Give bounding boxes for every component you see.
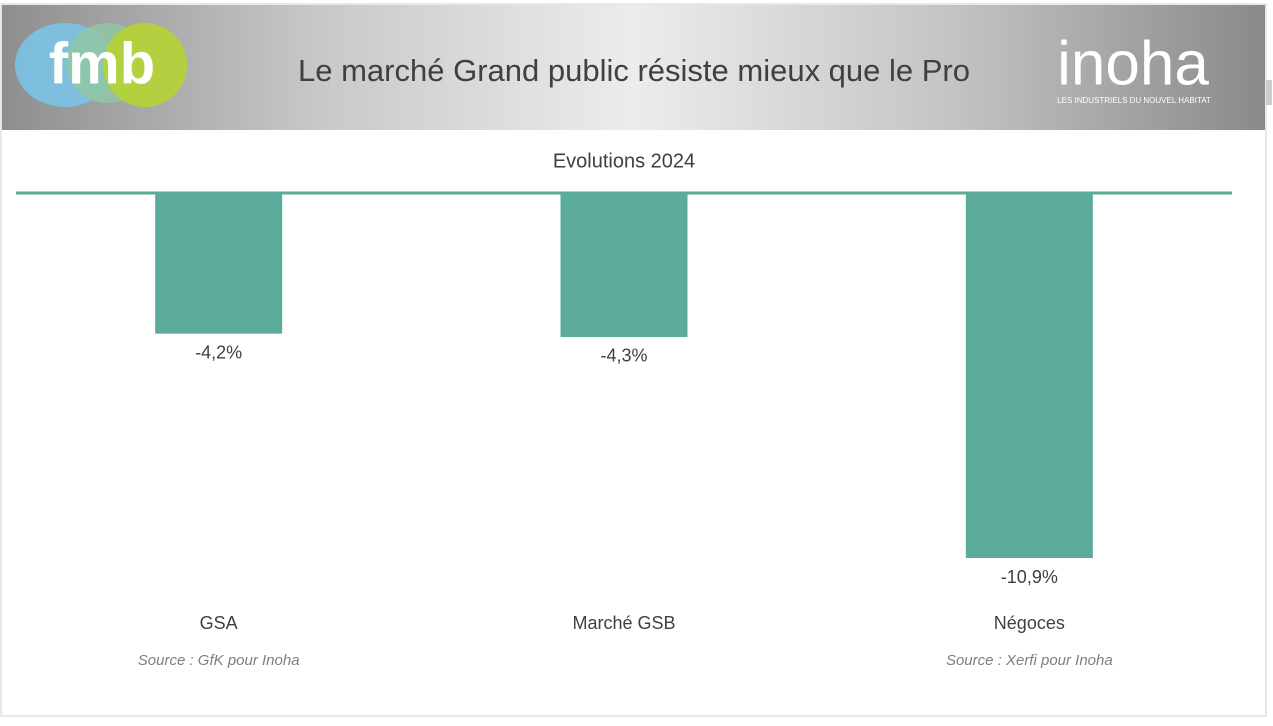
bar [155,193,283,334]
header-band [2,5,1265,130]
chart-subtitle: Evolutions 2024 [553,150,695,172]
inoha-tagline: LES INDUSTRIELS DU NOUVEL HABITAT [1057,96,1211,105]
value-label: -4,2% [195,342,242,362]
chart-title: Le marché Grand public résiste mieux que… [298,53,970,88]
scrollbar [1266,80,1272,105]
frame [0,3,1267,717]
x-tick-label: GSA [200,613,238,633]
value-label: -10,9% [1001,567,1058,587]
logo-circle [103,23,187,107]
bar [965,193,1093,558]
source-note: Source : GfK pour Inoha [138,652,300,669]
source-note: Source : Xerfi pour Inoha [946,652,1113,669]
bar [560,193,688,337]
x-tick-label: Marché GSB [572,613,675,633]
fmb-logo: fmb [15,23,187,107]
inoha-logo-text: inoha [1057,29,1209,98]
fmb-logo-text: fmb [49,31,155,96]
x-tick-label: Négoces [994,613,1065,633]
value-label: -4,3% [600,346,647,366]
